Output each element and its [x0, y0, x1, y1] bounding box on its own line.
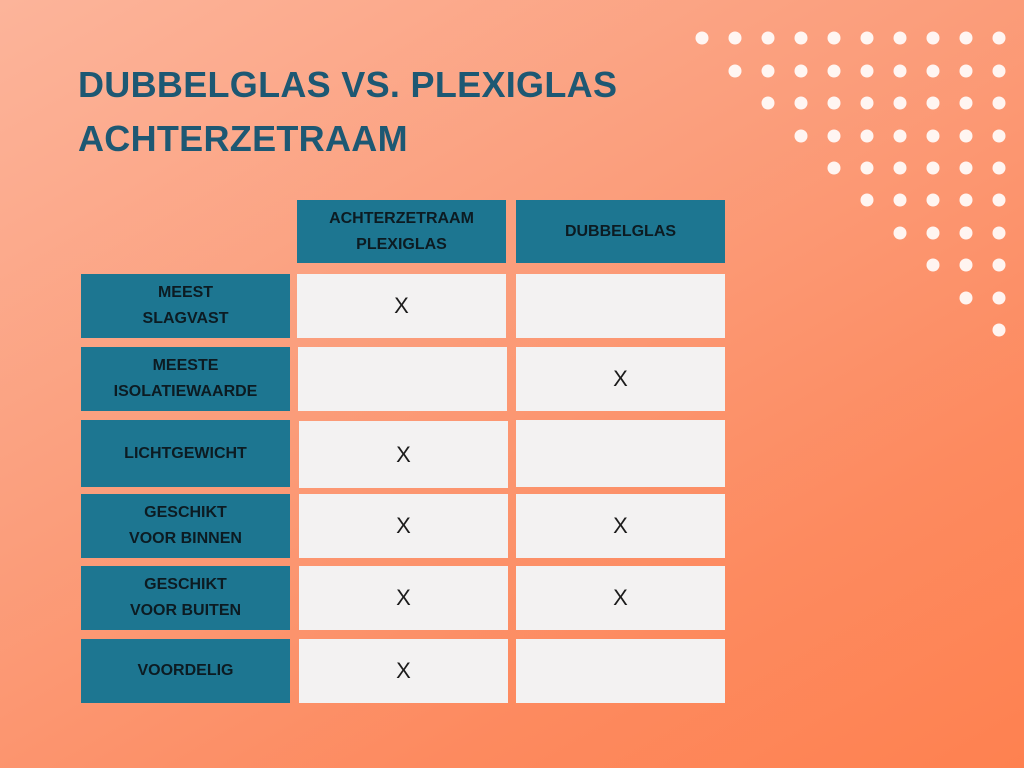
decorative-dot — [992, 64, 1006, 78]
decorative-dot — [926, 129, 940, 143]
cell-voordelig-dubbelglas — [516, 639, 725, 703]
row-label-geschikt-voor-binnen: GESCHIKT VOOR BINNEN — [81, 494, 290, 558]
decorative-dot — [860, 161, 874, 175]
row-label-lichtgewicht: LICHTGEWICHT — [81, 420, 290, 487]
decorative-dot — [926, 161, 940, 175]
decorative-dot — [926, 193, 940, 207]
cell-geschikt-voor-binnen-plexiglas: X — [299, 494, 508, 558]
decorative-dot — [959, 193, 973, 207]
decorative-dot — [992, 129, 1006, 143]
decorative-dot — [992, 258, 1006, 272]
decorative-dot — [926, 258, 940, 272]
cell-meeste-isolatiewaarde-dubbelglas: X — [516, 347, 725, 411]
decorative-dot — [992, 193, 1006, 207]
decorative-dot — [893, 96, 907, 110]
decorative-dot — [926, 31, 940, 45]
cell-geschikt-voor-binnen-dubbelglas: X — [516, 494, 725, 558]
decorative-dot — [794, 31, 808, 45]
cell-lichtgewicht-plexiglas: X — [299, 421, 508, 488]
cell-geschikt-voor-buiten-dubbelglas: X — [516, 566, 725, 630]
decorative-dot — [959, 31, 973, 45]
decorative-dot — [992, 323, 1006, 337]
column-header-dubbelglas: DUBBELGLAS — [516, 200, 725, 263]
page-title: DUBBELGLAS VS. PLEXIGLAS ACHTERZETRAAM — [78, 58, 617, 166]
decorative-dot — [992, 226, 1006, 240]
decorative-dot — [860, 31, 874, 45]
decorative-dot — [827, 161, 841, 175]
decorative-dot — [827, 96, 841, 110]
decorative-dot — [926, 226, 940, 240]
decorative-dot — [959, 226, 973, 240]
decorative-dot — [959, 64, 973, 78]
decorative-dot — [860, 64, 874, 78]
decorative-dot — [992, 161, 1006, 175]
cell-geschikt-voor-buiten-plexiglas: X — [299, 566, 508, 630]
decorative-dot — [761, 96, 775, 110]
decorative-dot — [959, 258, 973, 272]
row-label-geschikt-voor-buiten: GESCHIKT VOOR BUITEN — [81, 566, 290, 630]
cell-meest-slagvast-plexiglas: X — [297, 274, 506, 338]
decorative-dot — [695, 31, 709, 45]
decorative-dot — [794, 64, 808, 78]
title-line-1: DUBBELGLAS VS. PLEXIGLAS — [78, 64, 618, 105]
decorative-dot — [794, 96, 808, 110]
decorative-dot — [860, 129, 874, 143]
decorative-dot — [827, 31, 841, 45]
decorative-dot — [893, 129, 907, 143]
decorative-dot — [860, 96, 874, 110]
decorative-dot — [959, 161, 973, 175]
cell-lichtgewicht-dubbelglas — [516, 420, 725, 487]
decorative-dot — [959, 291, 973, 305]
decorative-dot — [992, 31, 1006, 45]
column-header-plexiglas: ACHTERZETRAAM PLEXIGLAS — [297, 200, 506, 263]
decorative-dot — [959, 129, 973, 143]
row-label-meeste-isolatiewaarde: MEESTE ISOLATIEWAARDE — [81, 347, 290, 411]
row-label-meest-slagvast: MEEST SLAGVAST — [81, 274, 290, 338]
decorative-dot — [893, 193, 907, 207]
decorative-dot — [827, 64, 841, 78]
decorative-dot — [926, 96, 940, 110]
decorative-dot — [926, 64, 940, 78]
title-line-2: ACHTERZETRAAM — [78, 118, 408, 159]
decorative-dot — [728, 64, 742, 78]
decorative-dot — [893, 161, 907, 175]
decorative-dot — [761, 31, 775, 45]
decorative-dot — [992, 96, 1006, 110]
decorative-dot — [893, 226, 907, 240]
row-label-voordelig: VOORDELIG — [81, 639, 290, 703]
cell-meest-slagvast-dubbelglas — [516, 274, 725, 338]
decorative-dot — [794, 129, 808, 143]
decorative-dot — [827, 129, 841, 143]
decorative-dot — [761, 64, 775, 78]
cell-voordelig-plexiglas: X — [299, 639, 508, 703]
decorative-dot — [959, 96, 973, 110]
decorative-dot — [893, 64, 907, 78]
decorative-dot — [893, 31, 907, 45]
decorative-dot — [728, 31, 742, 45]
decorative-dot — [860, 193, 874, 207]
decorative-dot — [992, 291, 1006, 305]
cell-meeste-isolatiewaarde-plexiglas — [298, 347, 507, 411]
